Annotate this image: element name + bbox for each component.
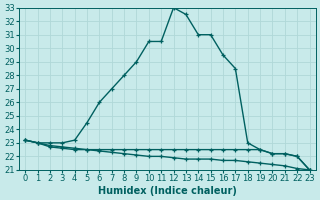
X-axis label: Humidex (Indice chaleur): Humidex (Indice chaleur) (98, 186, 237, 196)
